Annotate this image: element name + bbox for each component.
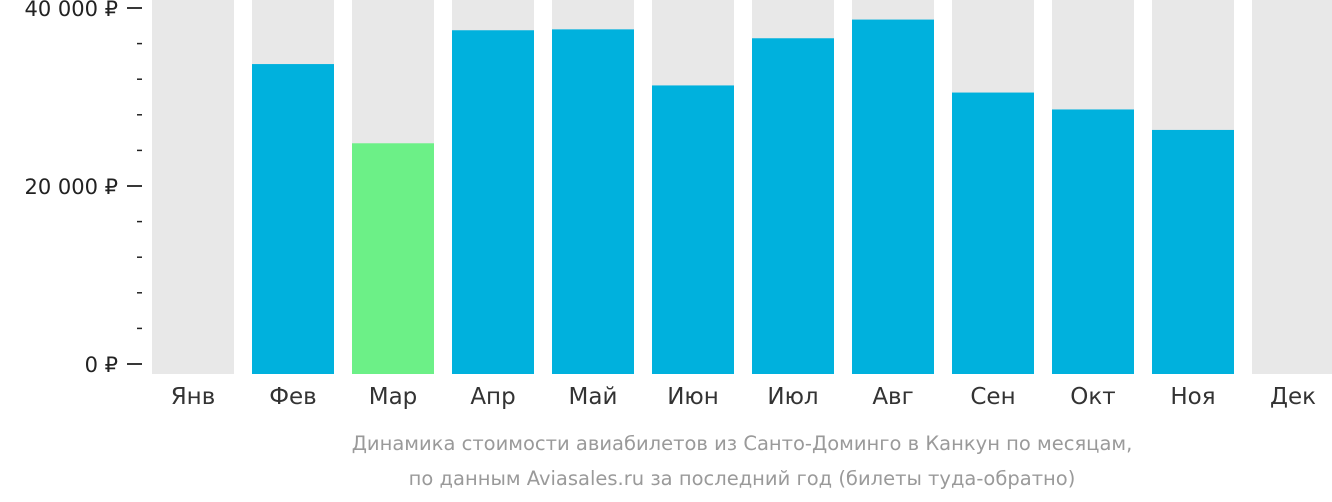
bar[interactable]: [1152, 129, 1234, 374]
x-tick-label: Июл: [767, 384, 818, 410]
x-tick-label: Окт: [1070, 384, 1115, 410]
bar[interactable]: [652, 85, 734, 375]
y-axis: 0 ₽ 20 000 ₽ 40 000 ₽: [24, 0, 142, 377]
x-axis: Янв Фев Мар Апр Май Июн Июл Авг Сен Окт Ноя Дек: [171, 384, 1316, 410]
background-column: [1252, 0, 1332, 374]
x-tick-label: Янв: [171, 384, 216, 410]
chart-caption-line-2: по данным Aviasales.ru за последний год …: [408, 467, 1076, 490]
bar[interactable]: [1052, 109, 1134, 375]
bar[interactable]: [452, 30, 534, 374]
background-column: [152, 0, 234, 374]
bar[interactable]: [352, 143, 434, 374]
chart-caption-line-1: Динамика стоимости авиабилетов из Санто-…: [351, 432, 1133, 455]
x-tick-label: Май: [569, 384, 618, 410]
bar[interactable]: [852, 19, 934, 374]
y-tick-label: 20 000 ₽: [24, 175, 118, 199]
x-tick-label: Сен: [970, 384, 1015, 410]
y-tick-label: 40 000 ₽: [24, 0, 118, 21]
x-tick-label: Авг: [872, 384, 913, 410]
x-tick-label: Фев: [269, 384, 317, 410]
bars: [252, 19, 1234, 375]
x-tick-label: Дек: [1270, 384, 1316, 410]
x-tick-label: Ноя: [1170, 384, 1215, 410]
x-tick-label: Мар: [369, 384, 418, 410]
x-tick-label: Июн: [667, 384, 719, 410]
price-chart: 0 ₽ 20 000 ₽ 40 000 ₽ Янв Фев Мар Апр Май Июн Ию…: [24, 0, 1332, 410]
bar[interactable]: [752, 38, 834, 374]
bar[interactable]: [952, 92, 1034, 375]
bar[interactable]: [252, 64, 334, 374]
bar[interactable]: [552, 29, 634, 375]
y-tick-label: 0 ₽: [85, 353, 118, 377]
x-tick-label: Апр: [470, 384, 515, 410]
